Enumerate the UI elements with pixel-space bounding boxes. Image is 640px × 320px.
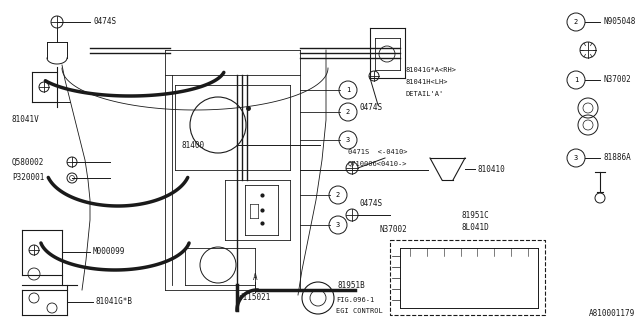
Text: FIG.096-1: FIG.096-1 (336, 297, 374, 303)
Text: 81041V: 81041V (12, 116, 40, 124)
Text: 810410: 810410 (478, 164, 506, 173)
Text: 2: 2 (574, 19, 578, 25)
Text: 0474S: 0474S (93, 18, 116, 27)
Text: 0474S: 0474S (360, 103, 383, 113)
Text: 0474S: 0474S (360, 198, 383, 207)
Text: 81400: 81400 (182, 140, 205, 149)
Text: P320001: P320001 (12, 173, 44, 182)
Text: 3: 3 (574, 155, 578, 161)
Text: 81886A: 81886A (603, 154, 631, 163)
Text: 81041G*B: 81041G*B (96, 298, 133, 307)
Text: EGI CONTROL: EGI CONTROL (336, 308, 383, 314)
Text: 2: 2 (346, 109, 350, 115)
Text: 2: 2 (336, 192, 340, 198)
Text: 81951C: 81951C (462, 211, 490, 220)
Text: W115021: W115021 (237, 293, 270, 302)
Text: 3: 3 (346, 137, 350, 143)
Text: N37002: N37002 (380, 226, 408, 235)
Text: N37002: N37002 (603, 76, 631, 84)
Text: 1: 1 (346, 87, 350, 93)
Text: 81041H<LH>: 81041H<LH> (406, 79, 449, 85)
Text: 1: 1 (574, 77, 578, 83)
Text: A810001179: A810001179 (589, 308, 635, 317)
Text: Q580002: Q580002 (12, 157, 44, 166)
Text: DETAIL'A': DETAIL'A' (406, 91, 444, 97)
Text: 3: 3 (336, 222, 340, 228)
Text: 81951B: 81951B (338, 281, 365, 290)
Text: 0471S  <-0410>: 0471S <-0410> (348, 149, 408, 155)
Text: A: A (253, 274, 257, 283)
Text: 8L041D: 8L041D (462, 223, 490, 233)
Text: N905048: N905048 (603, 18, 636, 27)
Text: 81041G*A<RH>: 81041G*A<RH> (406, 67, 457, 73)
Text: Q710006<0410->: Q710006<0410-> (348, 160, 408, 166)
Text: M000099: M000099 (93, 247, 125, 257)
